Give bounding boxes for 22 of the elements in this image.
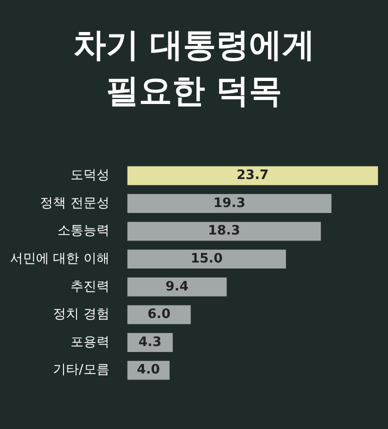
y-tick-label: 소통능력 [57, 224, 110, 239]
y-tick-label: 정책 전문성 [40, 196, 110, 211]
y-tick-label: 도덕성 [70, 168, 110, 184]
y-tick-label: 정치 경험 [53, 307, 110, 322]
bar [127, 166, 378, 186]
data-label: 18.3 [208, 224, 240, 239]
data-label: 4.3 [138, 334, 162, 350]
bar [127, 250, 286, 269]
data-label: 23.7 [236, 168, 269, 184]
bar [127, 277, 227, 296]
data-label: 19.3 [213, 196, 246, 211]
y-tick-label: 기타/모름 [52, 362, 110, 378]
data-label: 4.0 [136, 362, 160, 378]
y-tick-label: 서민에 대한 이해 [10, 251, 110, 266]
bar [127, 222, 321, 241]
y-tick-label: 포용력 [70, 334, 110, 350]
data-label: 9.4 [165, 279, 189, 294]
y-tick-label: 추진력 [70, 279, 110, 294]
data-label: 15.0 [190, 251, 223, 266]
data-label: 6.0 [147, 307, 171, 322]
chart-title: 차기 대통령에게 필요한 덕목 [72, 24, 316, 112]
bar [127, 194, 332, 213]
